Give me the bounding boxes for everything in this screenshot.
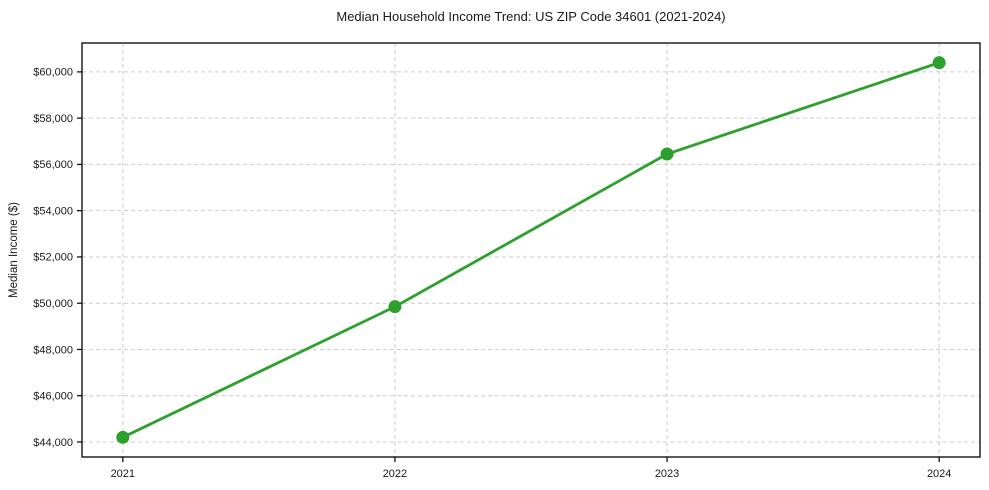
x-tick-label: 2023 <box>655 468 679 480</box>
x-tick-label: 2022 <box>383 468 407 480</box>
data-point-2022 <box>388 300 402 314</box>
data-point-2023 <box>660 147 674 161</box>
y-tick-label: $50,000 <box>33 298 73 310</box>
chart-title: Median Household Income Trend: US ZIP Co… <box>336 9 726 24</box>
y-tick-label: $54,000 <box>33 205 73 217</box>
data-line <box>121 61 941 439</box>
x-tick-label: 2024 <box>927 468 951 480</box>
y-tick-label: $52,000 <box>33 252 73 264</box>
y-tick-label: $56,000 <box>33 159 73 171</box>
y-tick-label: $46,000 <box>33 391 73 403</box>
y-tick-label: $58,000 <box>33 113 73 125</box>
y-tick-label: $48,000 <box>33 344 73 356</box>
plot-border <box>81 42 981 458</box>
data-point-2024 <box>932 56 946 70</box>
y-tick-label: $60,000 <box>33 67 73 79</box>
data-point-2021 <box>116 430 130 444</box>
y-tick-label: $44,000 <box>33 437 73 449</box>
x-tick-label: 2021 <box>111 468 135 480</box>
